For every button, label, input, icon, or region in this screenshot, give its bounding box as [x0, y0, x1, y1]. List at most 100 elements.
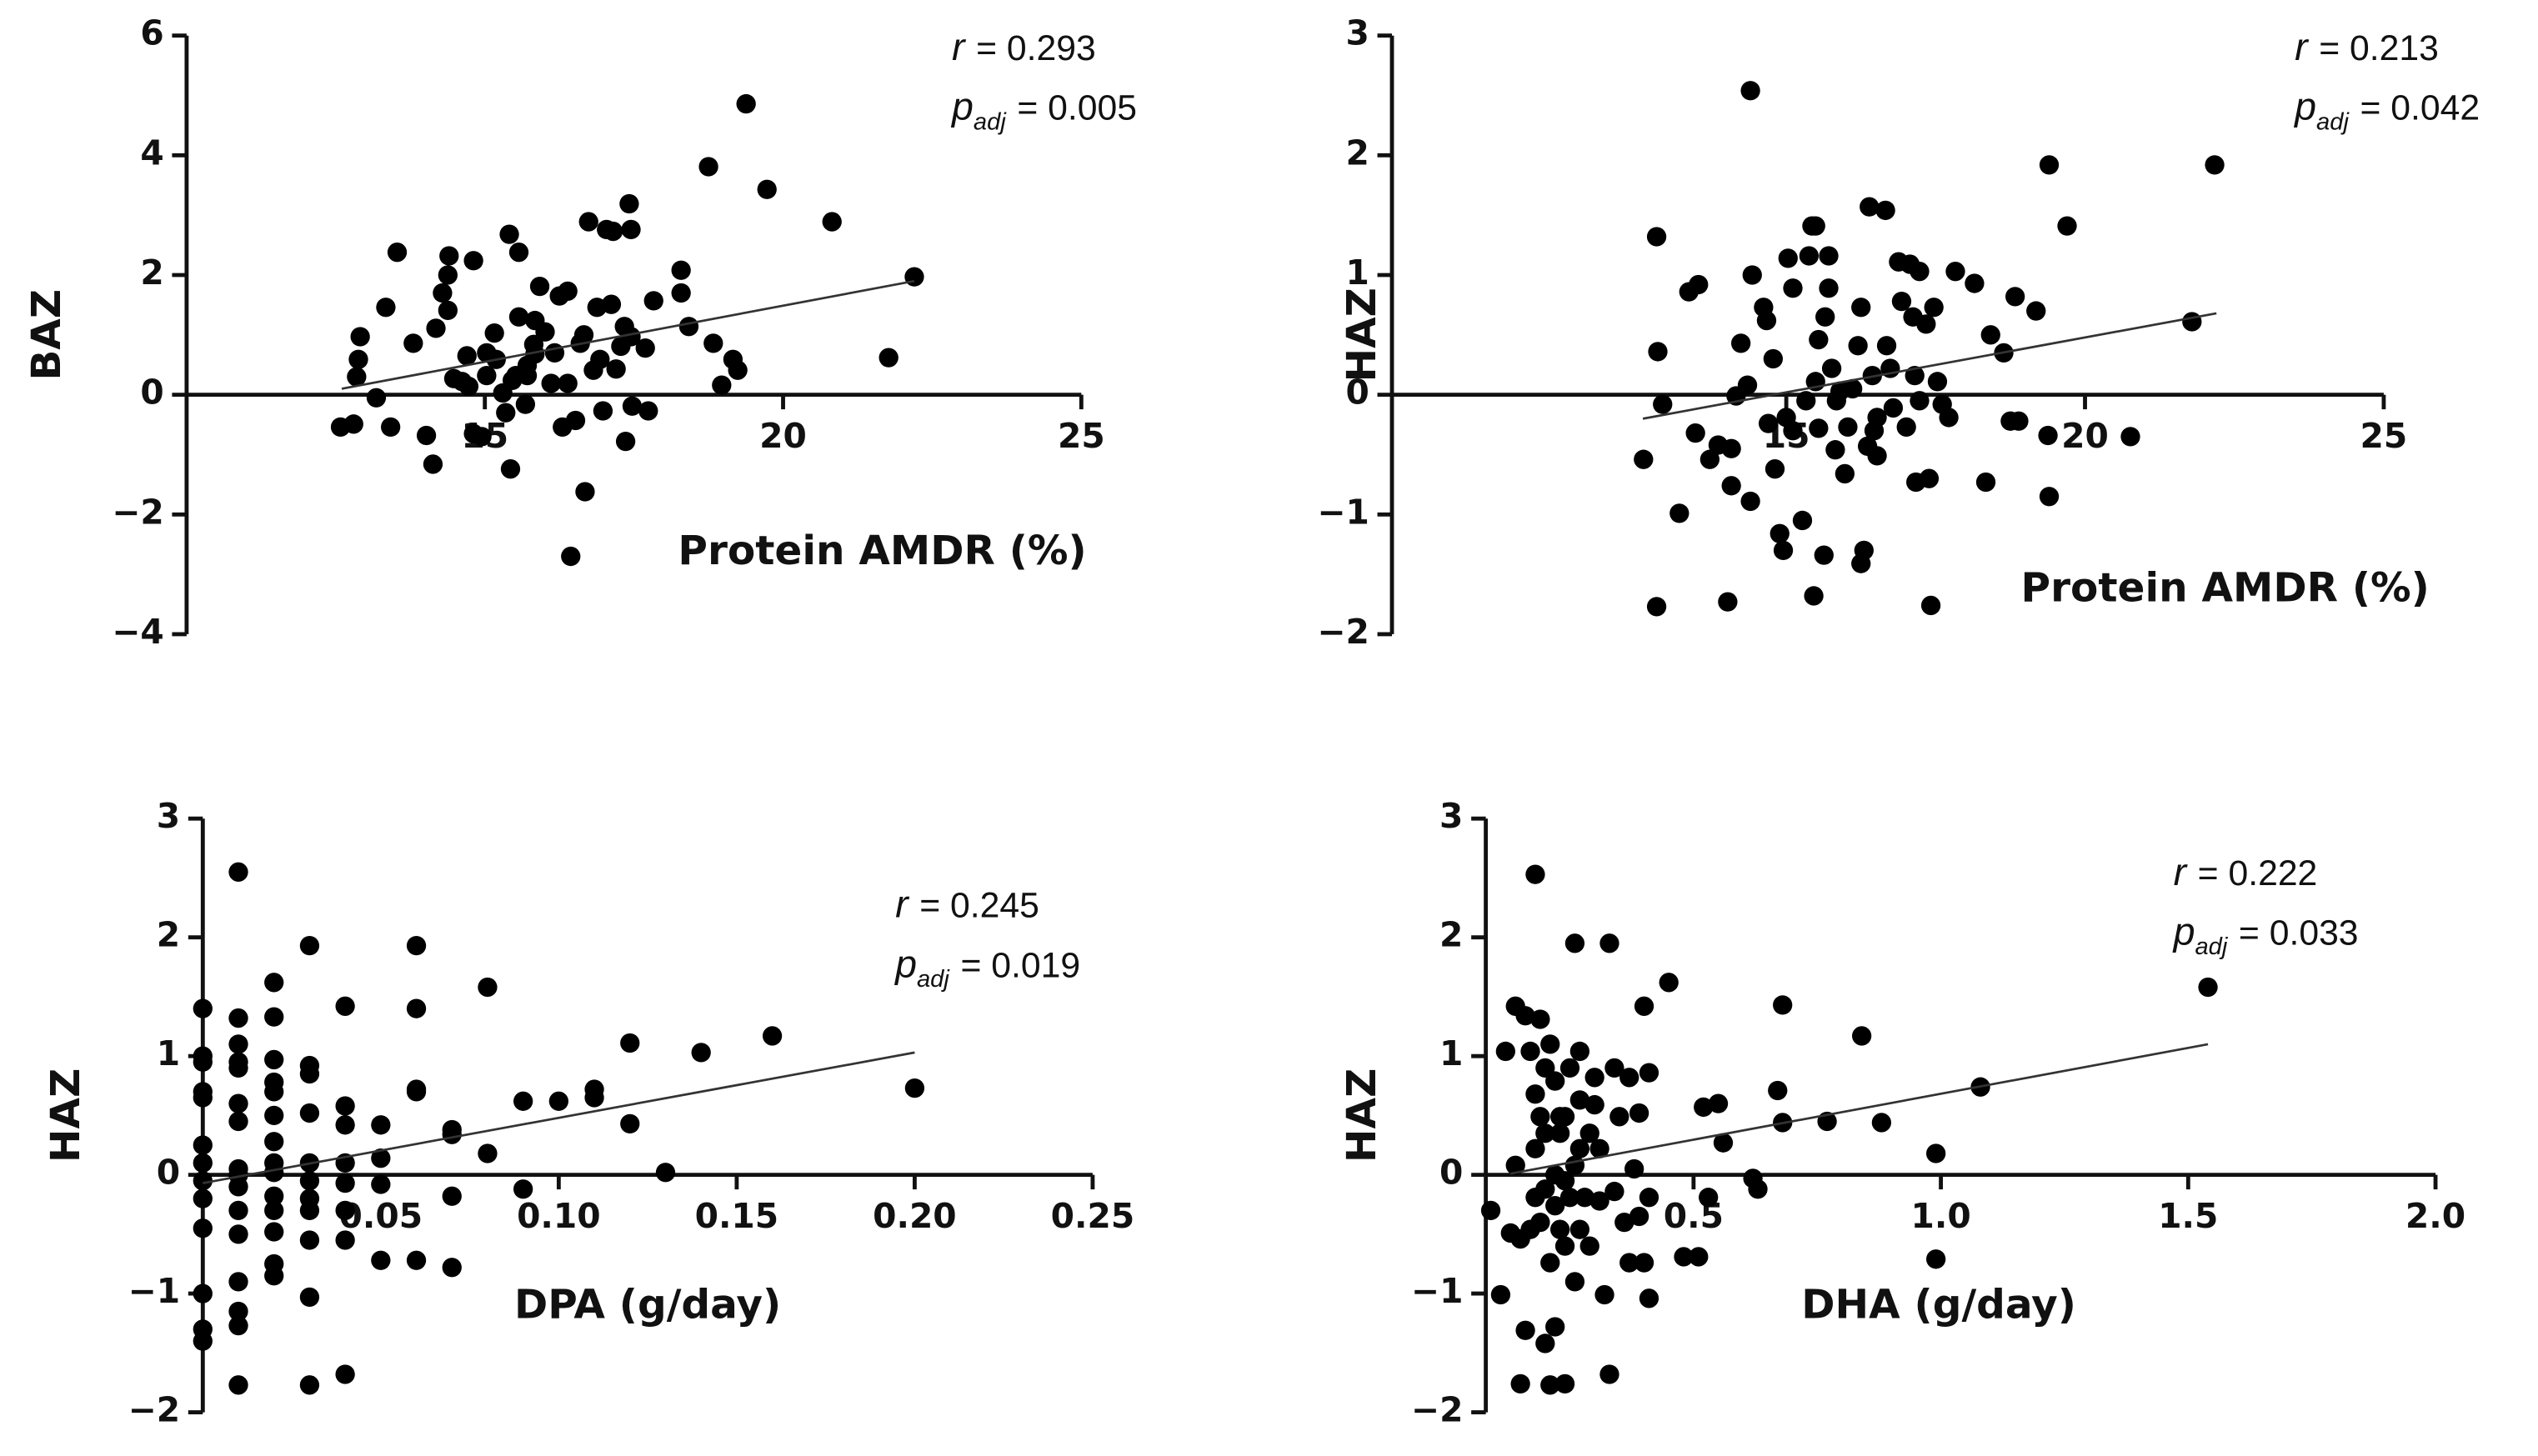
data-point [1559, 1058, 1580, 1078]
annotation-symbol: r [895, 883, 910, 926]
data-point [264, 1222, 284, 1242]
data-point [1629, 1103, 1649, 1123]
data-point [2039, 487, 2060, 507]
data-point [228, 1301, 248, 1322]
data-point [1525, 1138, 1545, 1158]
data-point [1634, 449, 1654, 469]
data-point [484, 323, 504, 343]
data-point [1783, 421, 1803, 441]
data-point [376, 298, 396, 318]
data-point [500, 459, 521, 479]
data-point [1619, 1253, 1639, 1273]
annotation-symbol: r [952, 25, 967, 68]
data-point [1926, 1249, 1946, 1269]
x-axis-title: DPA (g/day) [514, 1281, 781, 1328]
data-point [1646, 227, 1667, 247]
data-point [366, 388, 387, 408]
data-point [1589, 1138, 1609, 1158]
data-point [1891, 291, 1912, 312]
data-point [638, 401, 658, 421]
data-point [1965, 273, 1985, 293]
annotation-symbol: p [894, 942, 917, 985]
data-point [1708, 1093, 1729, 1113]
data-point [1659, 973, 1679, 993]
data-point [1713, 1133, 1734, 1153]
data-point [335, 1200, 355, 1221]
data-point [904, 1078, 925, 1098]
data-point [478, 977, 498, 998]
data-point [561, 546, 581, 567]
data-point [1814, 545, 1834, 565]
data-point [655, 1163, 676, 1183]
data-point [1604, 1058, 1624, 1078]
x-tick-label: 0.20 [873, 1196, 957, 1236]
data-point [1480, 1200, 1501, 1221]
data-point [1569, 1090, 1590, 1110]
data-point [762, 1026, 783, 1046]
data-point [1674, 1247, 1694, 1267]
data-point [698, 157, 718, 177]
data-point [1721, 476, 1741, 496]
data-point [1584, 1094, 1604, 1115]
x-tick-label: 0.15 [695, 1196, 779, 1236]
data-point [508, 243, 529, 263]
data-point [228, 862, 248, 882]
data-point [442, 1258, 462, 1278]
data-point [1975, 472, 1996, 493]
data-point [1927, 372, 1948, 392]
data-point [603, 221, 623, 242]
data-point [1569, 1041, 1590, 1062]
data-point [619, 193, 639, 214]
data-point [879, 348, 899, 368]
data-point [1939, 408, 1959, 428]
data-point [508, 307, 529, 327]
data-point [1549, 1123, 1570, 1143]
data-point [1554, 1107, 1575, 1127]
data-point [601, 294, 622, 314]
data-point [2057, 216, 2077, 236]
x-axis-title: Protein AMDR (%) [2021, 565, 2430, 612]
annotation: r = 0.213 [2295, 25, 2439, 68]
data-point [335, 1173, 355, 1193]
annotation: padj = 0.005 [950, 85, 1137, 136]
annotation: r = 0.222 [2174, 850, 2318, 893]
y-tick-label: 1 [157, 1033, 180, 1073]
data-point [228, 1224, 248, 1244]
data-point [228, 1375, 248, 1395]
data-point [1559, 1188, 1580, 1208]
data-point [535, 322, 555, 342]
data-point [621, 219, 641, 240]
trend-line [341, 279, 915, 390]
data-point [264, 1049, 284, 1070]
annotation-text: = 0.222 [2198, 853, 2318, 893]
data-point [371, 1250, 391, 1270]
data-point [1609, 1107, 1629, 1127]
data-point [1819, 246, 1839, 266]
data-point [371, 1174, 391, 1194]
data-point [2026, 301, 2046, 321]
data-point [228, 1058, 248, 1078]
data-point [1838, 417, 1858, 438]
data-point [1530, 1107, 1550, 1127]
data-point [228, 1272, 248, 1292]
y-axis-title: BAZ [23, 289, 70, 381]
data-point [1510, 1373, 1530, 1394]
data-point [513, 1091, 533, 1111]
data-point [228, 1200, 248, 1221]
data-point [264, 1163, 284, 1183]
x-tick-label: 20 [759, 416, 807, 456]
data-point [2005, 287, 2025, 307]
data-point [1980, 325, 2000, 345]
data-point [606, 359, 626, 379]
data-point [335, 1364, 355, 1384]
data-point [406, 1250, 427, 1270]
data-point [193, 1218, 213, 1238]
data-point [264, 1266, 284, 1286]
y-tick-label: 0 [140, 373, 163, 413]
data-point [1505, 1155, 1525, 1175]
data-point [299, 1200, 320, 1221]
data-point [1579, 1236, 1599, 1256]
data-point [442, 1124, 462, 1144]
